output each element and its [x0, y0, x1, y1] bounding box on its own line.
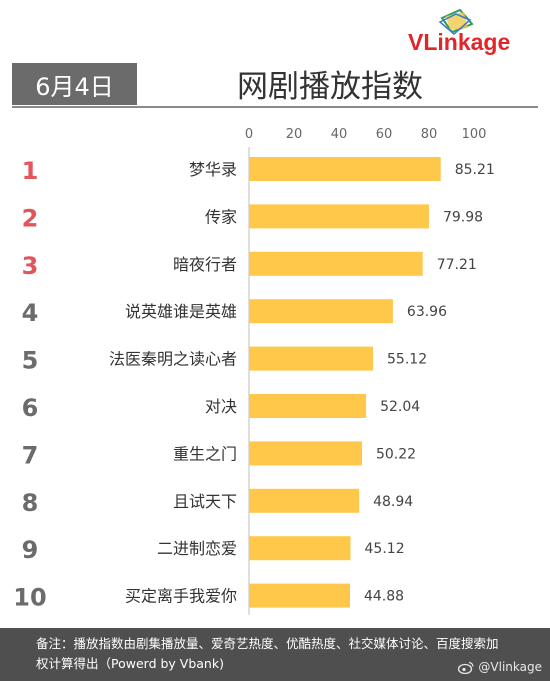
chart-title: 网剧播放指数 [237, 69, 423, 105]
value-label: 45.12 [365, 541, 405, 557]
bar [249, 251, 423, 276]
x-tick-label: 100 [462, 127, 487, 142]
rank-number: 7 [22, 441, 39, 469]
title-divider [12, 106, 538, 108]
value-label: 44.88 [364, 589, 404, 605]
category-label: 对决 [205, 397, 237, 416]
weibo-icon [458, 661, 475, 674]
value-label: 52.04 [380, 399, 420, 415]
x-tick-label: 80 [421, 127, 438, 142]
bar [249, 394, 367, 418]
watermark: @Vlinkage [458, 660, 542, 674]
x-tick-label: 60 [376, 127, 393, 142]
rank-number: 8 [22, 489, 39, 517]
value-label: 55.12 [387, 352, 427, 368]
footer: 备注：播放指数由剧集播放量、爱奇艺热度、优酷热度、社交媒体讨论、百度搜索加权计算… [0, 628, 550, 681]
bar [249, 583, 350, 608]
category-label: 说英雄谁是英雄 [125, 302, 237, 321]
x-tick-label: 40 [331, 127, 348, 142]
category-label: 梦华录 [189, 160, 237, 179]
value-label: 77.21 [437, 257, 477, 273]
value-label: 63.96 [407, 304, 447, 320]
bar [249, 157, 441, 181]
value-label: 48.94 [373, 494, 413, 510]
bar-chart: 0 20 40 60 80 100 1 梦华录 85.21 2 传家 79.98 3 暗夜行者 77.21 4… [13, 127, 495, 615]
bar [249, 536, 351, 561]
category-label: 法医秦明之读心者 [109, 350, 237, 369]
watermark-text: @Vlinkage [478, 660, 542, 674]
rank-number: 3 [22, 252, 39, 280]
rank-number: 9 [22, 536, 39, 564]
rank-number: 5 [22, 347, 39, 375]
logo-mark-icon [438, 8, 474, 35]
x-tick-label: 0 [245, 127, 253, 142]
rank-number: 1 [22, 157, 39, 185]
category-label: 且试天下 [173, 492, 237, 511]
bar [249, 204, 429, 229]
rank-number: 6 [22, 394, 39, 422]
category-label: 重生之门 [173, 444, 237, 463]
rank-number: 4 [22, 299, 39, 327]
bar [249, 346, 374, 371]
logo-text: VLinkage [408, 29, 511, 55]
x-tick-label: 20 [286, 127, 303, 142]
category-label: 传家 [205, 207, 237, 226]
date-badge: 6月4日 [12, 63, 137, 105]
rank-number: 10 [13, 584, 46, 612]
category-label: 二进制恋爱 [157, 539, 237, 558]
value-label: 50.22 [376, 446, 416, 462]
category-label: 暗夜行者 [173, 255, 237, 274]
vlinkage-logo: VLinkage [408, 8, 538, 56]
rank-number: 2 [22, 204, 39, 232]
bar [249, 299, 393, 324]
category-label: 买定离手我爱你 [125, 587, 237, 606]
value-label: 85.21 [455, 162, 495, 178]
footer-note: 备注：播放指数由剧集播放量、爱奇艺热度、优酷热度、社交媒体讨论、百度搜索加权计算… [36, 636, 499, 671]
value-label: 79.98 [443, 209, 483, 225]
bar [249, 488, 360, 513]
bar [249, 441, 362, 466]
